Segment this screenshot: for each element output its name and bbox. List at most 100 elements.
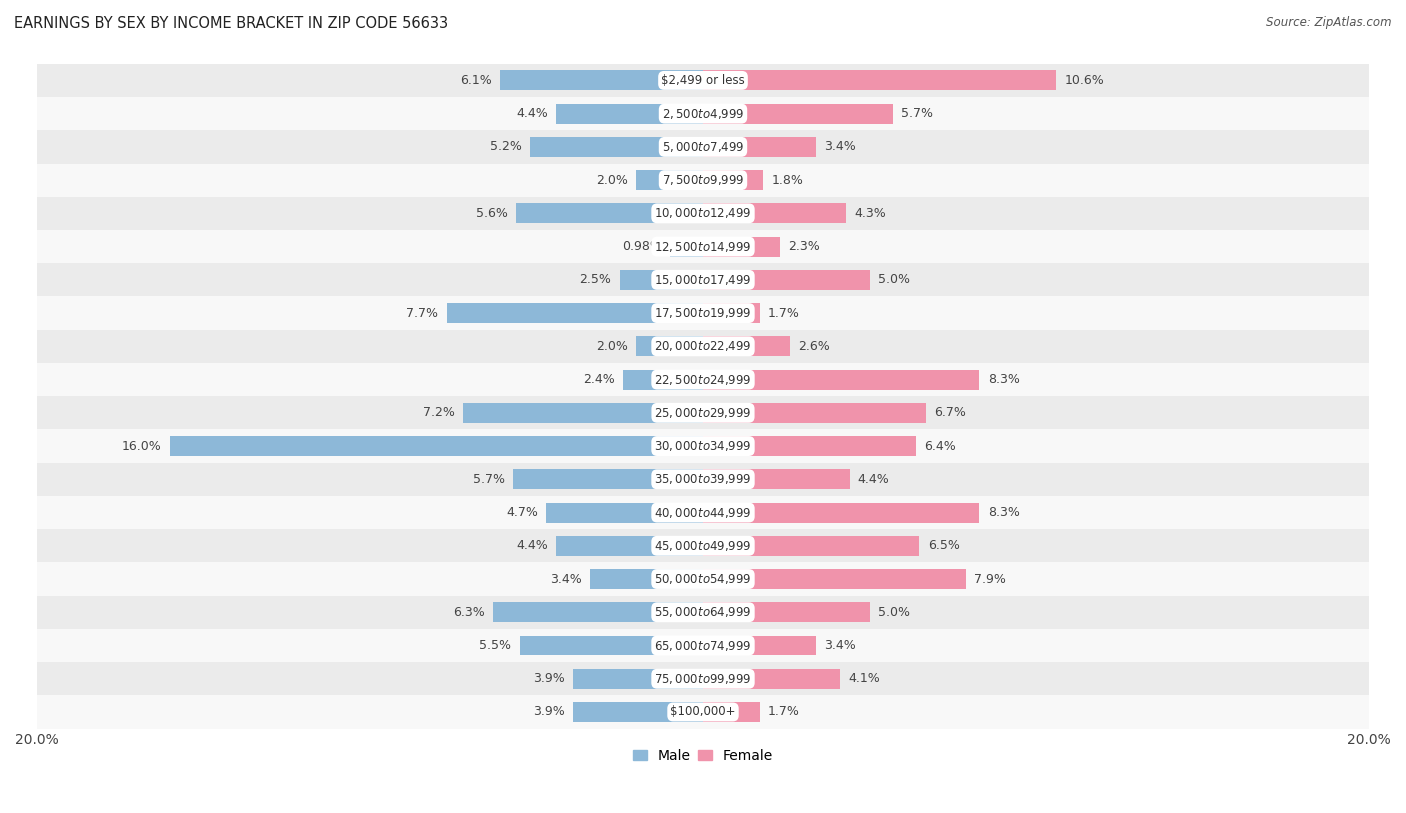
Bar bbox=[703, 370, 980, 389]
Text: 2.5%: 2.5% bbox=[579, 273, 612, 286]
Text: 4.3%: 4.3% bbox=[855, 207, 886, 220]
Text: 6.5%: 6.5% bbox=[928, 539, 960, 552]
Bar bbox=[703, 71, 1056, 90]
Text: 5.2%: 5.2% bbox=[489, 141, 522, 154]
Text: 5.0%: 5.0% bbox=[877, 606, 910, 619]
Text: $65,000 to $74,999: $65,000 to $74,999 bbox=[654, 638, 752, 653]
Bar bbox=[703, 137, 817, 157]
Text: $100,000+: $100,000+ bbox=[671, 706, 735, 719]
Bar bbox=[499, 71, 703, 90]
Text: 7.7%: 7.7% bbox=[406, 307, 439, 320]
Bar bbox=[530, 137, 703, 157]
Bar bbox=[516, 203, 703, 224]
Bar bbox=[494, 602, 703, 622]
Text: 5.7%: 5.7% bbox=[901, 107, 934, 120]
Text: 5.6%: 5.6% bbox=[477, 207, 508, 220]
Bar bbox=[37, 463, 1369, 496]
Bar bbox=[513, 469, 703, 489]
Text: 5.5%: 5.5% bbox=[479, 639, 512, 652]
Text: EARNINGS BY SEX BY INCOME BRACKET IN ZIP CODE 56633: EARNINGS BY SEX BY INCOME BRACKET IN ZIP… bbox=[14, 16, 449, 31]
Bar bbox=[37, 629, 1369, 662]
Bar bbox=[703, 669, 839, 689]
Text: 4.4%: 4.4% bbox=[516, 539, 548, 552]
Text: $17,500 to $19,999: $17,500 to $19,999 bbox=[654, 306, 752, 320]
Text: 2.0%: 2.0% bbox=[596, 174, 628, 187]
Text: 4.7%: 4.7% bbox=[506, 506, 538, 519]
Text: 8.3%: 8.3% bbox=[988, 373, 1019, 386]
Bar bbox=[703, 303, 759, 323]
Text: $40,000 to $44,999: $40,000 to $44,999 bbox=[654, 506, 752, 520]
Bar bbox=[557, 536, 703, 556]
Bar bbox=[37, 197, 1369, 230]
Bar bbox=[520, 636, 703, 655]
Text: $75,000 to $99,999: $75,000 to $99,999 bbox=[654, 672, 752, 685]
Bar bbox=[37, 297, 1369, 330]
Bar bbox=[37, 130, 1369, 163]
Bar bbox=[547, 502, 703, 523]
Text: $2,499 or less: $2,499 or less bbox=[661, 74, 745, 87]
Text: 2.6%: 2.6% bbox=[799, 340, 830, 353]
Text: 1.7%: 1.7% bbox=[768, 307, 800, 320]
Text: 6.4%: 6.4% bbox=[925, 440, 956, 453]
Text: 6.7%: 6.7% bbox=[935, 406, 966, 420]
Text: 5.7%: 5.7% bbox=[472, 473, 505, 486]
Text: 2.3%: 2.3% bbox=[787, 240, 820, 253]
Bar bbox=[703, 702, 759, 722]
Text: 10.6%: 10.6% bbox=[1064, 74, 1104, 87]
Text: $25,000 to $29,999: $25,000 to $29,999 bbox=[654, 406, 752, 420]
Text: $50,000 to $54,999: $50,000 to $54,999 bbox=[654, 572, 752, 586]
Bar bbox=[703, 402, 927, 423]
Text: 3.9%: 3.9% bbox=[533, 672, 565, 685]
Bar bbox=[37, 163, 1369, 197]
Text: 3.9%: 3.9% bbox=[533, 706, 565, 719]
Bar bbox=[37, 429, 1369, 463]
Text: 4.4%: 4.4% bbox=[858, 473, 890, 486]
Bar bbox=[37, 496, 1369, 529]
Text: Source: ZipAtlas.com: Source: ZipAtlas.com bbox=[1267, 16, 1392, 29]
Text: $55,000 to $64,999: $55,000 to $64,999 bbox=[654, 605, 752, 620]
Text: 1.8%: 1.8% bbox=[772, 174, 803, 187]
Bar bbox=[703, 104, 893, 124]
Text: $30,000 to $34,999: $30,000 to $34,999 bbox=[654, 439, 752, 453]
Bar bbox=[37, 330, 1369, 363]
Text: $2,500 to $4,999: $2,500 to $4,999 bbox=[662, 107, 744, 120]
Text: 6.1%: 6.1% bbox=[460, 74, 492, 87]
Text: $35,000 to $39,999: $35,000 to $39,999 bbox=[654, 472, 752, 486]
Bar bbox=[703, 170, 763, 190]
Text: 3.4%: 3.4% bbox=[824, 639, 856, 652]
Text: $20,000 to $22,499: $20,000 to $22,499 bbox=[654, 339, 752, 354]
Bar bbox=[557, 104, 703, 124]
Bar bbox=[37, 662, 1369, 695]
Bar bbox=[637, 337, 703, 356]
Bar bbox=[37, 396, 1369, 429]
Text: 7.2%: 7.2% bbox=[423, 406, 456, 420]
Bar bbox=[703, 569, 966, 589]
Text: $7,500 to $9,999: $7,500 to $9,999 bbox=[662, 173, 744, 187]
Bar bbox=[37, 230, 1369, 263]
Text: $10,000 to $12,499: $10,000 to $12,499 bbox=[654, 207, 752, 220]
Bar bbox=[37, 695, 1369, 728]
Text: 5.0%: 5.0% bbox=[877, 273, 910, 286]
Bar bbox=[703, 436, 917, 456]
Bar bbox=[37, 97, 1369, 130]
Bar bbox=[703, 203, 846, 224]
Bar bbox=[703, 469, 849, 489]
Bar bbox=[703, 237, 779, 257]
Text: $45,000 to $49,999: $45,000 to $49,999 bbox=[654, 539, 752, 553]
Text: 3.4%: 3.4% bbox=[550, 572, 582, 585]
Text: $5,000 to $7,499: $5,000 to $7,499 bbox=[662, 140, 744, 154]
Text: 4.1%: 4.1% bbox=[848, 672, 880, 685]
Text: 8.3%: 8.3% bbox=[988, 506, 1019, 519]
Text: 7.9%: 7.9% bbox=[974, 572, 1007, 585]
Bar bbox=[703, 270, 869, 289]
Bar bbox=[37, 529, 1369, 563]
Bar bbox=[703, 536, 920, 556]
Bar bbox=[37, 596, 1369, 629]
Bar bbox=[623, 370, 703, 389]
Bar bbox=[589, 569, 703, 589]
Text: $12,500 to $14,999: $12,500 to $14,999 bbox=[654, 240, 752, 254]
Bar bbox=[447, 303, 703, 323]
Bar bbox=[703, 337, 790, 356]
Bar bbox=[703, 502, 980, 523]
Bar bbox=[37, 363, 1369, 396]
